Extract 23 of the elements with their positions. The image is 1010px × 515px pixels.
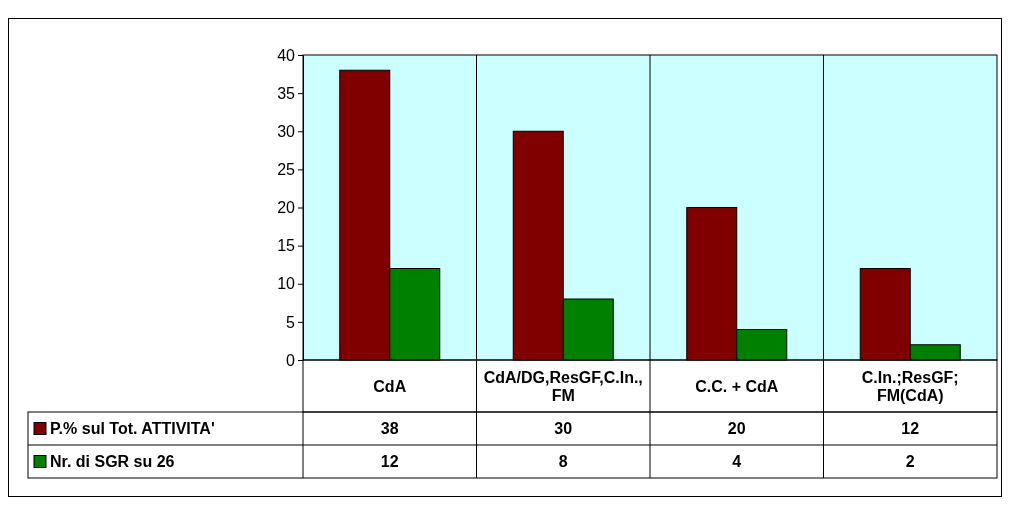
y-tick-label: 15: [277, 237, 296, 255]
data-label: 12: [901, 420, 920, 438]
data-label: 4: [732, 453, 742, 471]
y-tick-label: 35: [277, 84, 296, 102]
y-tick-label: 40: [277, 46, 296, 64]
y-tick-label: 20: [277, 199, 296, 217]
y-tick-label: 25: [277, 160, 296, 178]
data-label: 20: [727, 420, 746, 438]
data-label: 30: [554, 420, 573, 438]
data-label: 2: [905, 453, 915, 471]
x-tick-label: CdA/DG,ResGF,C.In.,FM: [483, 368, 643, 404]
y-tick-label: 10: [277, 275, 296, 293]
y-tick-label: 5: [286, 313, 296, 331]
x-tick-label: C.In.;ResGF;FM(CdA): [861, 368, 959, 404]
x-tick-label: C.C. + CdA: [695, 377, 779, 395]
data-label: 8: [558, 453, 568, 471]
legend-label: P.% sul Tot. ATTIVITA': [50, 420, 215, 438]
x-tick-label: CdA: [373, 377, 407, 395]
data-label: 12: [380, 453, 399, 471]
data-label: 38: [380, 420, 399, 438]
legend-label: Nr. di SGR su 26: [50, 453, 175, 471]
y-tick-label: 0: [286, 351, 296, 369]
y-tick-label: 30: [277, 122, 296, 140]
